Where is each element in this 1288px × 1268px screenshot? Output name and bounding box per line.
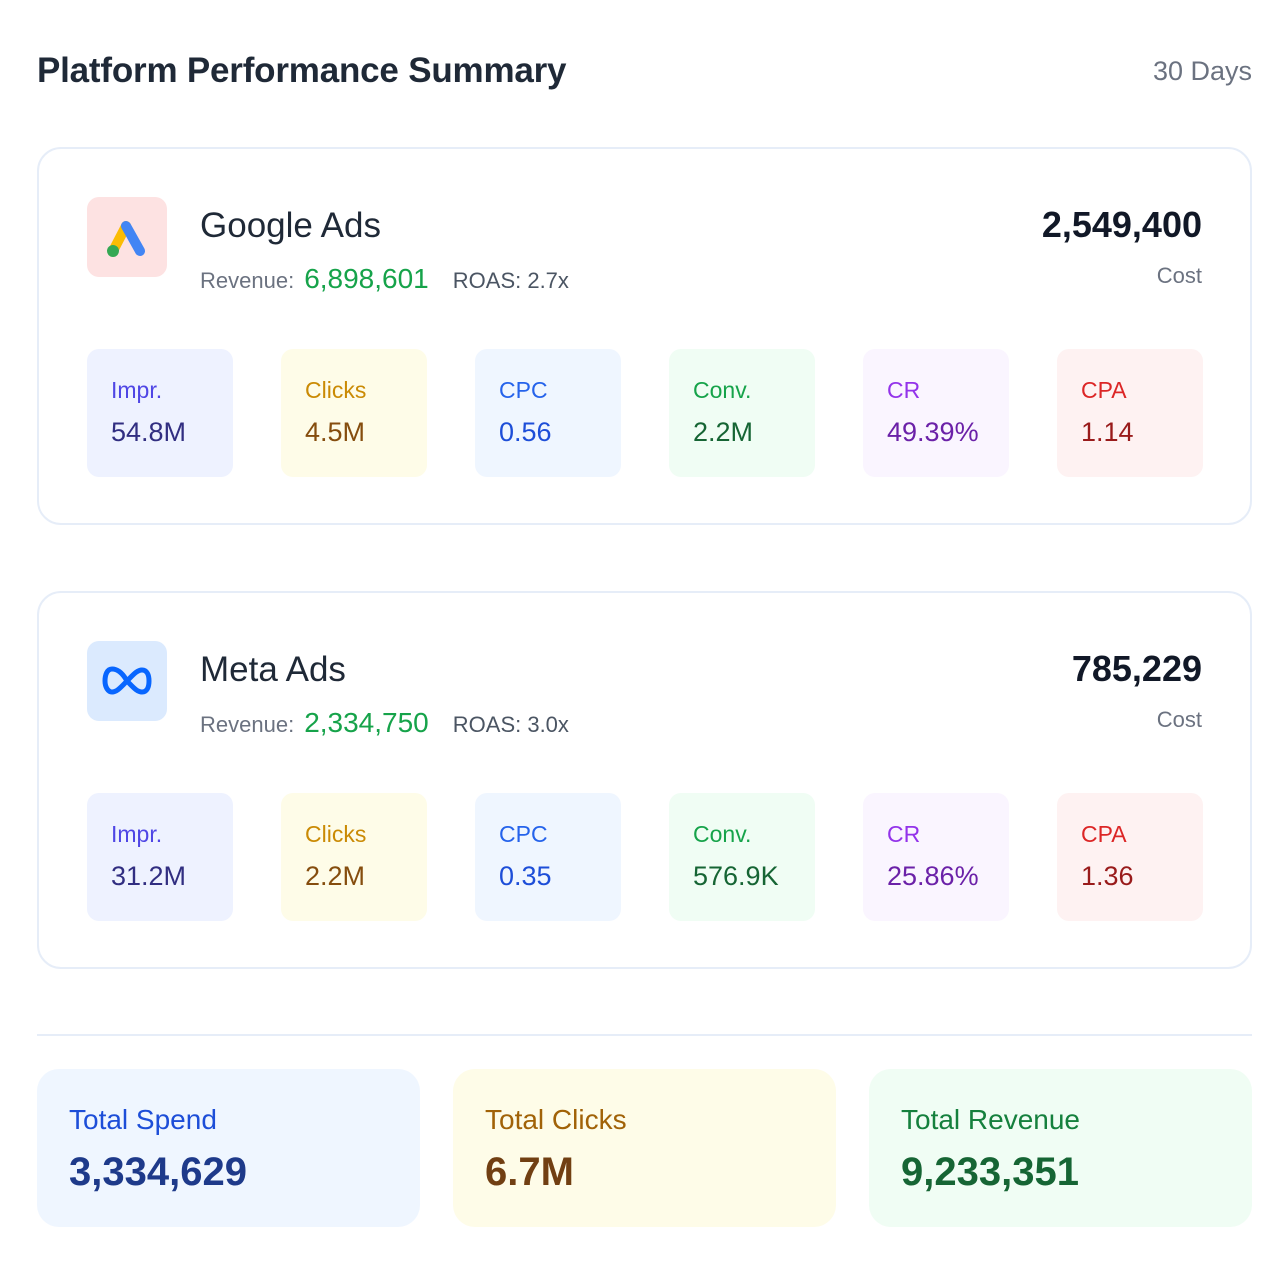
total-revenue-label: Total Revenue <box>901 1104 1081 1135</box>
platform-card-google-ads[interactable]: Google Ads Revenue: 6,898,601 ROAS: 2.7x… <box>37 147 1252 525</box>
metric-label: Clicks <box>305 377 367 403</box>
metric-label: CPA <box>1081 377 1127 403</box>
metric-tile-conversion-rate: CR 49.39% <box>863 349 1009 477</box>
metric-tile-conversions: Conv. 576.9K <box>669 793 815 921</box>
total-spend-card: Total Spend 3,334,629 <box>37 1069 420 1227</box>
platform-name: Meta Ads <box>200 650 346 689</box>
google-ads-logo-icon <box>87 197 167 277</box>
total-clicks-value: 6.7M <box>485 1150 574 1194</box>
metric-tile-conversions: Conv. 2.2M <box>669 349 815 477</box>
metric-value: 0.35 <box>499 861 552 891</box>
metric-value: 2.2M <box>693 417 754 447</box>
metric-label: CPA <box>1081 821 1127 847</box>
metric-tile-cpa: CPA 1.36 <box>1057 793 1203 921</box>
total-revenue-card: Total Revenue 9,233,351 <box>869 1069 1252 1227</box>
metric-value: 1.36 <box>1081 861 1134 891</box>
metric-value: 0.56 <box>499 417 552 447</box>
metric-label: CR <box>887 377 921 403</box>
header: Platform Performance Summary 30 Days <box>37 48 1252 94</box>
cost-label: Cost <box>1156 707 1202 732</box>
metric-tile-clicks: Clicks 4.5M <box>281 349 427 477</box>
metric-tile-cpa: CPA 1.14 <box>1057 349 1203 477</box>
revenue-label: Revenue: <box>200 268 295 293</box>
metric-tile-conversion-rate: CR 25.86% <box>863 793 1009 921</box>
metric-label: Conv. <box>693 377 752 403</box>
metric-label: CPC <box>499 821 548 847</box>
metric-value: 4.5M <box>305 417 366 447</box>
metric-value: 25.86% <box>887 861 979 891</box>
metric-value: 2.2M <box>305 861 366 891</box>
roas-value: ROAS: 3.0x <box>452 712 569 737</box>
platform-card-meta-ads[interactable]: Meta Ads Revenue: 2,334,750 ROAS: 3.0x 7… <box>37 591 1252 969</box>
period-selector[interactable]: 30 Days <box>1152 56 1252 86</box>
revenue-value: 2,334,750 <box>304 707 429 738</box>
page-title: Platform Performance Summary <box>37 51 567 90</box>
cost-value: 785,229 <box>1071 648 1202 689</box>
revenue-line: Revenue: 2,334,750 ROAS: 3.0x <box>200 707 569 739</box>
metric-tiles: Impr. 54.8M Clicks 4.5M CPC 0.56 Conv. 2… <box>87 349 1203 477</box>
metric-label: Conv. <box>693 821 752 847</box>
metric-tiles: Impr. 31.2M Clicks 2.2M CPC 0.35 Conv. 5… <box>87 793 1203 921</box>
metric-tile-impressions: Impr. 31.2M <box>87 793 233 921</box>
metric-tile-impressions: Impr. 54.8M <box>87 349 233 477</box>
revenue-value: 6,898,601 <box>304 263 429 294</box>
platform-name: Google Ads <box>200 206 381 245</box>
total-clicks-card: Total Clicks 6.7M <box>453 1069 836 1227</box>
metric-label: CR <box>887 821 921 847</box>
revenue-label: Revenue: <box>200 712 295 737</box>
metric-value: 31.2M <box>111 861 187 891</box>
meta-logo-icon <box>87 641 167 721</box>
cost-label: Cost <box>1156 263 1202 288</box>
roas-value: ROAS: 2.7x <box>452 268 569 293</box>
metric-value: 54.8M <box>111 417 187 447</box>
metric-label: Impr. <box>111 377 163 403</box>
metric-label: Clicks <box>305 821 367 847</box>
divider <box>37 1034 1252 1036</box>
metric-value: 49.39% <box>887 417 979 447</box>
metric-tile-cpc: CPC 0.35 <box>475 793 621 921</box>
total-revenue-value: 9,233,351 <box>901 1150 1079 1194</box>
metric-value: 576.9K <box>693 861 779 891</box>
revenue-line: Revenue: 6,898,601 ROAS: 2.7x <box>200 263 569 295</box>
metric-label: Impr. <box>111 821 163 847</box>
metric-label: CPC <box>499 377 548 403</box>
metric-value: 1.14 <box>1081 417 1134 447</box>
cost-value: 2,549,400 <box>1041 204 1202 245</box>
total-spend-value: 3,334,629 <box>69 1150 247 1194</box>
total-spend-label: Total Spend <box>69 1104 217 1135</box>
metric-tile-clicks: Clicks 2.2M <box>281 793 427 921</box>
metric-tile-cpc: CPC 0.56 <box>475 349 621 477</box>
total-clicks-label: Total Clicks <box>485 1104 627 1135</box>
